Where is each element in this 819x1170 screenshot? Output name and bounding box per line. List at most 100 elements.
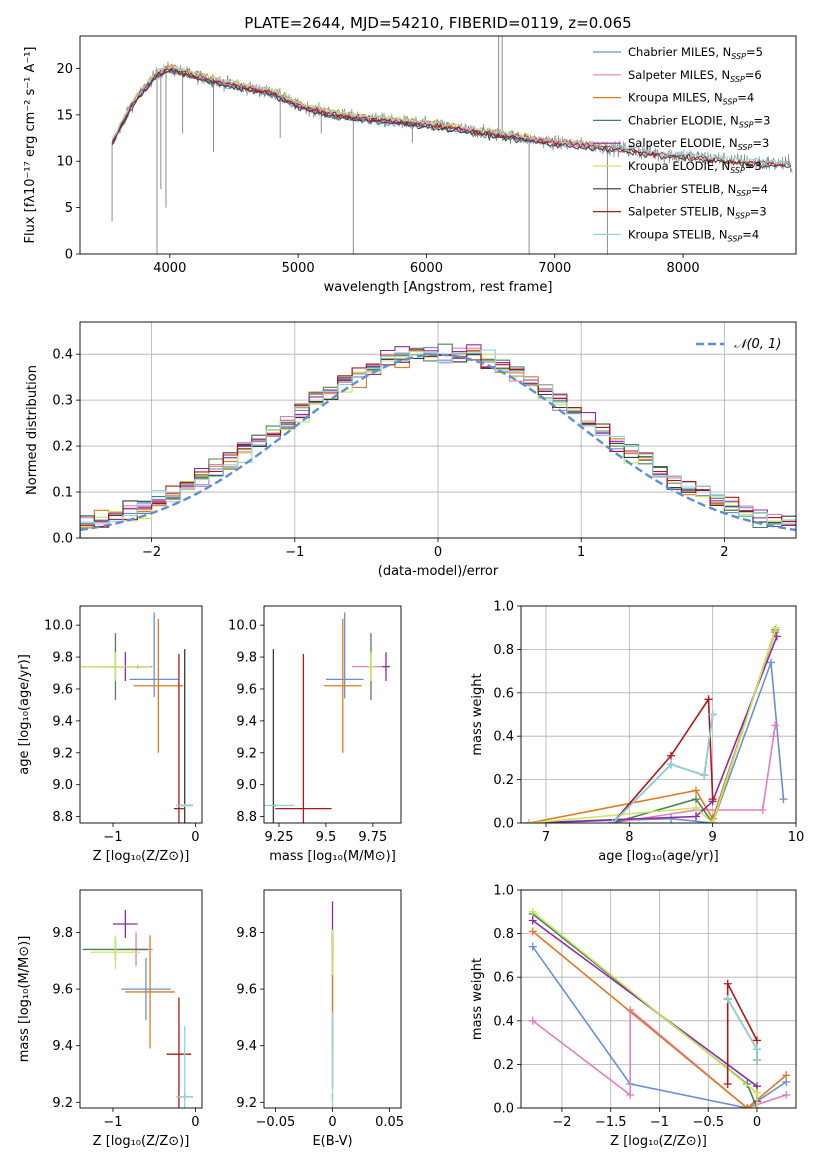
y-tick-label: 0.2 [493, 1058, 514, 1073]
y-tick-label: 9.0 [236, 778, 257, 793]
model-line-salpeter-elodie [111, 67, 529, 145]
age-vs-Z-x-axis-label: Z [log₁₀(Z/Z⊙)] [93, 849, 190, 864]
model-line-chabrier-stelib [111, 68, 792, 170]
mass-vs-Z-axes: −1 0 9.2 9.4 9.6 9.8 Z [log₁₀(Z/Z⊙)] mass [log₁… [17, 926, 200, 1149]
legend-entry-salpeter-miles: Salpeter MILES, NSSP=6 [593, 68, 762, 84]
series-salpeter-stelib [608, 695, 717, 823]
x-tick-label: 9.25 [265, 830, 294, 845]
y-tick-label: 0.6 [493, 686, 514, 701]
weight-marker [708, 795, 717, 804]
legend-value: =4 [742, 227, 759, 241]
weight-marker [528, 927, 537, 936]
weight-marker [667, 760, 675, 769]
x-tick-label: 9.5 [316, 830, 337, 845]
legend-subscript: SSP [736, 189, 751, 198]
weight-marker [752, 1088, 761, 1097]
weight-marker [752, 1045, 761, 1054]
y-tick-label: 9.8 [236, 926, 257, 941]
age-vs-mass-axes: 9.25 9.5 9.75 8.8 9.0 9.2 9.4 9.6 9.8 10.0 mass [l… [228, 619, 396, 864]
weight-line [612, 696, 714, 823]
mass-vs-EBV-frame [263, 889, 402, 1109]
weight-vs-age-grid [521, 605, 797, 824]
legend-subscript: SSP [723, 98, 738, 107]
y-tick-label: 1.0 [493, 884, 514, 899]
model-line-salpeter-miles [111, 67, 607, 150]
legend-entry-chabrier-elodie: Chabrier ELODIE, NSSP=3 [593, 113, 770, 129]
legend-value: =3 [750, 205, 767, 219]
series-kroupa-stelib [608, 710, 717, 823]
weight-vs-Z-x-axis-label: Z [log₁₀(Z/Z⊙)] [610, 1134, 707, 1149]
x-tick-label: 0 [328, 1115, 336, 1130]
weight-marker [782, 1090, 791, 1099]
spectrum-y-axis-label: Flux [fλ10⁻¹⁷ erg cm⁻² s⁻¹ A⁻¹] [23, 47, 38, 244]
x-tick-label: 2 [720, 545, 728, 560]
x-tick-label: −2 [552, 1115, 571, 1130]
weight-marker [528, 916, 537, 925]
y-tick-label: 10.0 [44, 619, 73, 634]
x-tick-label: 5000 [282, 261, 315, 276]
weight-marker [708, 710, 717, 719]
y-tick-label: 0.4 [493, 1014, 514, 1029]
weight-marker [772, 623, 780, 632]
legend-label: Salpeter STELIB, NSSP=3 [628, 205, 767, 221]
spectrum-x-axis-label: wavelength [Angstrom, rest frame] [324, 280, 553, 295]
x-tick-label: −1 [103, 830, 122, 845]
weight-marker [779, 795, 788, 804]
legend-label: Kroupa STELIB, NSSP=4 [628, 227, 759, 243]
age-vs-Z-frame [79, 605, 203, 824]
y-tick-label: 9.6 [52, 682, 73, 697]
normal-curve-line [80, 353, 796, 532]
weight-marker [700, 771, 709, 780]
series-chabrier-elodie [608, 625, 780, 823]
x-tick-label: −1.5 [595, 1115, 627, 1130]
y-tick-label: 10.0 [228, 619, 257, 634]
y-tick-label: 9.2 [236, 746, 257, 761]
legend-subscript: SSP [728, 234, 743, 243]
weight-line [529, 636, 778, 823]
weight-vs-age-frame [520, 605, 797, 824]
weight-marker [782, 1071, 791, 1080]
errorbar-kroupa-elodie [80, 652, 151, 681]
x-tick-label: −0.05 [255, 1115, 295, 1130]
weight-vs-age-y-axis-label: mass weight [470, 673, 485, 755]
errorbar-chabrier-miles [129, 612, 179, 697]
weight-marker [667, 751, 675, 760]
legend-value: =3 [752, 136, 769, 150]
x-tick-label: 0.05 [375, 1115, 404, 1130]
x-tick-label: 6000 [410, 261, 443, 276]
weight-line [529, 631, 776, 823]
y-tick-label: 0.8 [493, 927, 514, 942]
weight-marker [723, 979, 732, 988]
spectrum-title: PLATE=2644, MJD=54210, FIBERID=0119, z=0… [244, 14, 631, 32]
weight-marker [692, 803, 700, 812]
x-tick-label: −1 [103, 1115, 122, 1130]
weight-marker [608, 819, 617, 823]
weight-marker [767, 658, 775, 667]
weight-marker [692, 812, 700, 821]
legend-label: Kroupa MILES, NSSP=4 [628, 91, 754, 107]
errorbar-kroupa-miles [324, 618, 362, 753]
y-tick-label: 1.0 [493, 600, 514, 615]
series-chabrier-elodie [528, 909, 761, 1108]
series-chabrier-miles [525, 658, 788, 823]
residuals-frame [79, 321, 797, 539]
y-tick-label: 9.0 [52, 778, 73, 793]
y-tick-label: 9.4 [52, 714, 73, 729]
residual-plot-area [80, 343, 796, 538]
weight-marker [771, 721, 780, 730]
x-tick-label: 0 [191, 1115, 199, 1130]
errorbar-salpeter-elodie [382, 652, 390, 681]
y-tick-label: 15 [56, 108, 73, 123]
residuals-y-axis-label: Normed distribution [25, 365, 40, 495]
normal-legend-label: 𝒩(0, 1) [734, 337, 781, 352]
legend-value: =3 [745, 159, 762, 173]
y-tick-label: 9.6 [236, 682, 257, 697]
legend-label: Salpeter MILES, NSSP=6 [628, 68, 762, 84]
y-tick-label: 9.6 [236, 983, 257, 998]
legend-label: Salpeter ELODIE, NSSP=3 [628, 136, 769, 152]
errorbar-kroupa-stelib [264, 803, 295, 808]
y-tick-label: 0.3 [52, 394, 73, 409]
mass-vs-Z-y-axis-label: mass [log₁₀(M/M⊙)] [17, 936, 32, 1063]
weight-marker [723, 1080, 732, 1089]
mass-vs-Z-x-axis-label: Z [log₁₀(Z/Z⊙)] [93, 1134, 190, 1149]
